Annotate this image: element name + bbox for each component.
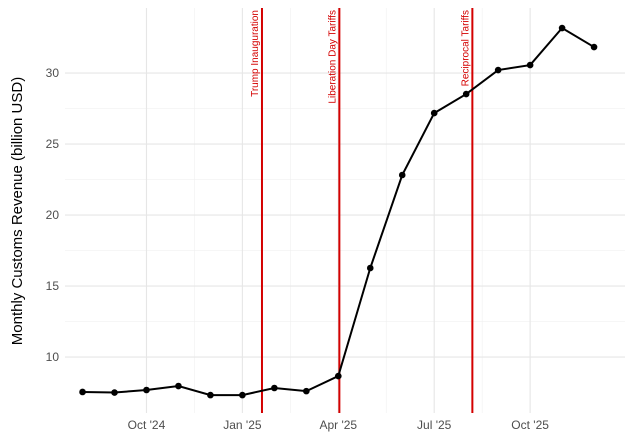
point [111, 389, 118, 396]
point [430, 109, 438, 117]
point [79, 388, 86, 396]
x-tick-label: Jan '25 [223, 418, 262, 432]
event-label: Trump Inauguration [250, 10, 261, 97]
x-tick-label: Oct '25 [511, 418, 549, 432]
point [207, 391, 214, 399]
point [239, 391, 246, 399]
x-tick-label: Jul '25 [417, 418, 452, 432]
grid: 10 15 20 25 30 Oct '24 Jan '25 Apr '25 Jul '25 Oc… [46, 8, 625, 432]
event-label: Reciprocal Tariffs [460, 10, 471, 86]
point [462, 90, 470, 98]
point [334, 372, 342, 380]
point [558, 24, 566, 32]
point [175, 382, 182, 390]
point [398, 171, 406, 179]
point [526, 61, 534, 69]
point [494, 66, 502, 74]
point [271, 384, 278, 392]
point [303, 387, 310, 395]
y-tick-label: 25 [46, 137, 60, 151]
y-tick-label: 20 [46, 208, 60, 222]
x-tick-label: Apr '25 [319, 418, 357, 432]
point [590, 43, 598, 51]
point [366, 264, 374, 272]
y-axis-label: Monthly Customs Revenue (billion USD) [9, 77, 26, 345]
point [143, 386, 150, 394]
marks: Trump Inauguration Liberation Day Tariffs… [79, 8, 598, 413]
y-tick-label: 10 [46, 350, 60, 364]
x-tick-label: Oct '24 [128, 418, 166, 432]
y-tick-label: 15 [46, 279, 60, 293]
y-tick-label: 30 [46, 66, 60, 80]
event-label: Liberation Day Tariffs [327, 10, 338, 104]
